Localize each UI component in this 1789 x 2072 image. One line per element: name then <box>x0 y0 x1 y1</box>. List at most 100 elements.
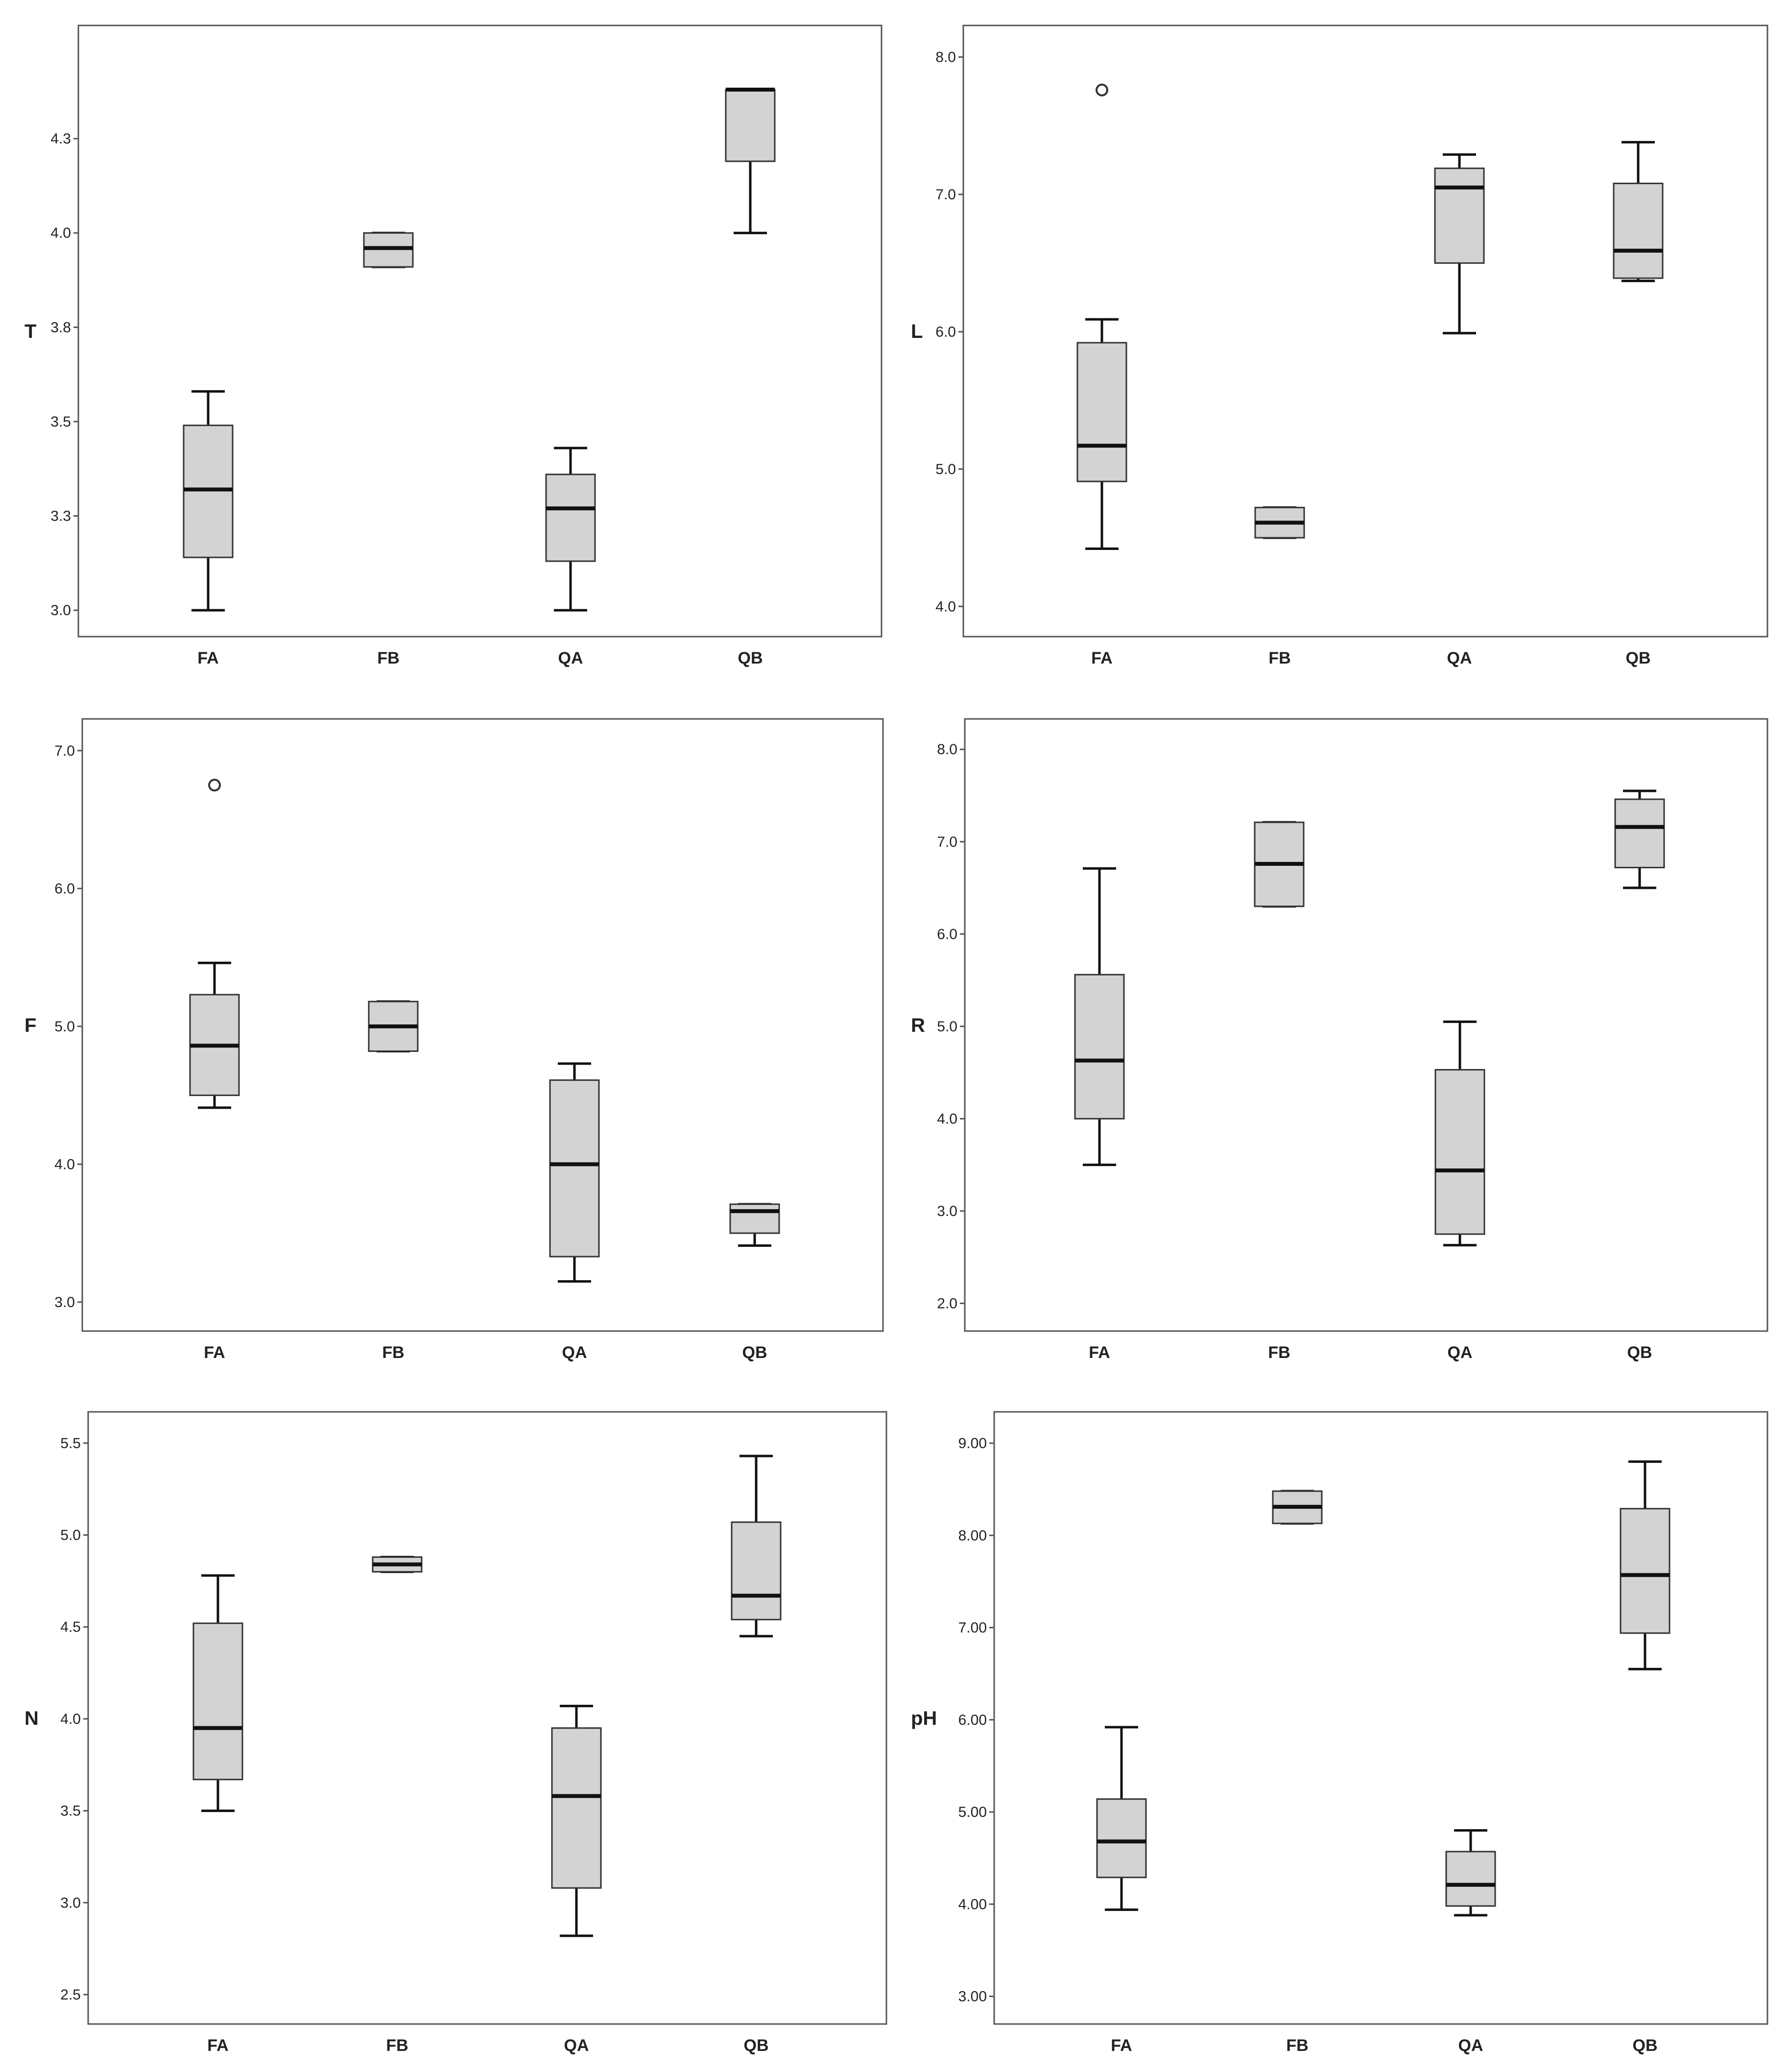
box-fb <box>368 1000 419 1052</box>
box-fb <box>363 232 414 268</box>
y-tick-label: 4.5 <box>60 1619 81 1635</box>
x-category-label: QA <box>564 2036 589 2055</box>
x-category-label: QB <box>744 2036 769 2055</box>
iqr-box <box>731 1521 782 1620</box>
y-tick-label: 3.5 <box>50 414 71 430</box>
panel-r: 2.0 3.0 4.0 5.0 6.0 7.0 8.0 R FA FB QA QB <box>911 718 1768 1362</box>
box-qa <box>549 1062 600 1283</box>
panel-t: 3.0 3.3 3.5 3.8 4.0 4.3 T FA FB QA QB <box>24 24 883 667</box>
outlier-point <box>1096 83 1108 96</box>
plot-frame <box>962 24 1768 638</box>
box-qa <box>1445 1829 1496 1917</box>
box-qb <box>1613 141 1664 283</box>
box-qb <box>729 1203 780 1247</box>
y-tick-label: 3.0 <box>54 1294 75 1310</box>
y-tick-label: 5.00 <box>958 1804 987 1820</box>
box-fb <box>1272 1490 1323 1525</box>
box-qa <box>1434 153 1485 334</box>
y-tick-label: 4.3 <box>50 131 71 147</box>
y-tick-label: 5.0 <box>935 461 956 477</box>
y-tick-label: 4.0 <box>54 1156 75 1172</box>
y-tick-label: 3.0 <box>937 1203 957 1219</box>
y-tick-label: 2.0 <box>937 1295 957 1311</box>
x-category-label: QB <box>1626 649 1651 667</box>
iqr-box <box>549 1079 600 1258</box>
y-tick-label: 7.0 <box>54 743 75 759</box>
x-category-label: FA <box>1111 2036 1132 2055</box>
iqr-box <box>545 474 596 562</box>
y-tick-label: 6.00 <box>958 1712 987 1728</box>
box-fa <box>192 1574 243 1812</box>
y-axis-label: N <box>24 1708 39 1729</box>
y-tick-label: 3.5 <box>60 1803 81 1819</box>
iqr-box <box>1620 1508 1670 1634</box>
y-tick-label: 8.0 <box>937 741 957 758</box>
plot-frame <box>993 1411 1768 2025</box>
y-axis-label: pH <box>911 1708 937 1729</box>
y-tick-label: 8.00 <box>958 1527 987 1544</box>
x-category-label: FB <box>1268 1343 1290 1362</box>
box-qb <box>731 1454 782 1638</box>
boxplot-panels: 3.0 3.3 3.5 3.8 4.0 4.3 T FA FB QA QB 4.0 5.0 6.0 7.0 8… <box>24 24 1768 2055</box>
y-tick-label: 8.0 <box>935 49 956 66</box>
iqr-box <box>1074 974 1125 1119</box>
box-fa <box>1096 1726 1147 1911</box>
iqr-box <box>1076 342 1127 482</box>
iqr-box <box>729 1203 780 1234</box>
box-qa <box>551 1705 602 1937</box>
x-category-label: FA <box>204 1343 225 1362</box>
y-tick-label: 3.0 <box>50 602 71 619</box>
x-category-label: FB <box>377 649 399 667</box>
box-fa <box>1074 867 1125 1167</box>
y-tick-label: 4.0 <box>935 598 956 615</box>
y-tick-label: 3.0 <box>60 1895 81 1911</box>
box-qb <box>1620 1460 1670 1670</box>
x-category-label: QA <box>1448 1343 1473 1362</box>
box-fa <box>183 390 234 612</box>
x-category-label: FA <box>207 2036 228 2055</box>
box-qb <box>1614 789 1665 889</box>
y-tick-label: 7.0 <box>937 834 957 850</box>
y-axis-label: T <box>24 321 36 342</box>
y-tick-label: 2.5 <box>60 1987 81 2003</box>
y-tick-label: 3.3 <box>50 508 71 524</box>
x-category-label: QB <box>738 649 763 667</box>
x-category-label: FB <box>382 1343 404 1362</box>
y-tick-label: 7.00 <box>958 1620 987 1636</box>
y-tick-label: 5.0 <box>937 1019 957 1035</box>
y-tick-label: 5.0 <box>54 1019 75 1035</box>
box-qb <box>725 87 776 235</box>
y-axis-label: F <box>24 1015 36 1036</box>
x-category-label: QB <box>742 1343 767 1362</box>
x-category-label: FA <box>1091 649 1112 667</box>
y-tick-label: 6.0 <box>937 926 957 942</box>
box-fa <box>1076 83 1127 550</box>
iqr-box <box>1445 1851 1496 1907</box>
box-fb <box>1254 821 1305 908</box>
box-fb <box>372 1556 423 1573</box>
iqr-box <box>551 1727 602 1889</box>
y-tick-label: 3.8 <box>50 319 71 335</box>
iqr-box <box>1613 183 1664 279</box>
y-tick-label: 6.0 <box>935 324 956 340</box>
x-category-label: FB <box>1286 2036 1308 2055</box>
y-tick-label: 5.0 <box>60 1527 81 1544</box>
y-tick-label: 4.0 <box>50 225 71 241</box>
box-qa <box>545 447 596 612</box>
y-tick-label: 4.0 <box>937 1111 957 1127</box>
x-category-label: FB <box>1268 649 1290 667</box>
y-tick-label: 4.00 <box>958 1896 987 1912</box>
y-axis-label: R <box>911 1015 925 1036</box>
box-fa <box>189 779 240 1109</box>
box-qa <box>1434 1020 1485 1247</box>
x-category-label: QB <box>1633 2036 1658 2055</box>
iqr-box <box>725 89 776 162</box>
iqr-box <box>192 1622 243 1781</box>
x-category-label: QA <box>562 1343 587 1362</box>
iqr-box <box>1614 798 1665 869</box>
panel-l: 4.0 5.0 6.0 7.0 8.0 L FA FB QA QB <box>911 24 1768 667</box>
y-tick-label: 4.0 <box>60 1711 81 1727</box>
x-category-label: FA <box>1089 1343 1110 1362</box>
panel-f: 3.0 4.0 5.0 6.0 7.0 F FA FB QA QB <box>24 718 884 1362</box>
